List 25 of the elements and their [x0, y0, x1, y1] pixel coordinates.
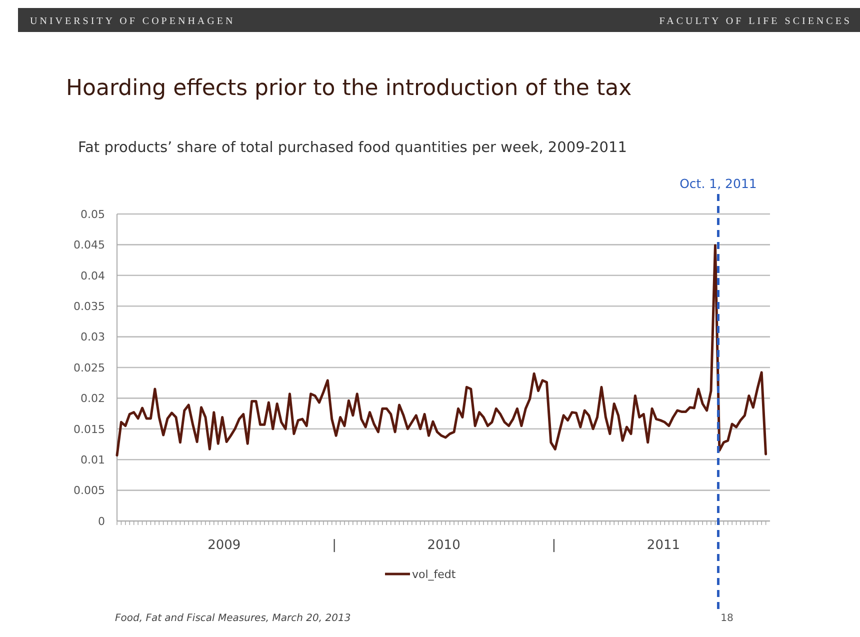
text: FACULTY OF LIFE SCIENCES	[659, 16, 852, 27]
y-tick-label: 0.01	[80, 453, 105, 466]
x-tick-label: |	[332, 538, 336, 553]
y-tick-label: 0.005	[74, 484, 105, 498]
x-tick-label: 2011	[646, 538, 680, 553]
chart-title: Hoarding effects prior to the introduction of the tax	[66, 76, 632, 101]
x-tick-label: 2010	[427, 538, 460, 553]
text: 18	[720, 613, 734, 624]
y-tick-label: 0.015	[74, 422, 105, 436]
legend-label: vol_fedt	[412, 568, 456, 581]
y-tick-label: 0.04	[80, 269, 105, 282]
line-series	[116, 244, 768, 457]
chart-subtitle: Fat products’ share of total purchased food quantities per week, 2009-2011	[78, 140, 627, 156]
y-tick-label: 0.025	[74, 361, 105, 374]
y-tick-label: 0.035	[74, 300, 105, 313]
text: Food, Fat and Fiscal Measures, March 20, 2013	[115, 613, 351, 624]
y-tick-label: 0	[98, 514, 105, 528]
text: UNIVERSITY OF COPENHAGEN	[30, 16, 236, 27]
y-tick-label: 0.045	[74, 238, 105, 252]
y-tick-label: 0.05	[80, 208, 105, 221]
y-tick-label: 0.03	[80, 330, 105, 344]
ref-line-label: Oct. 1, 2011	[680, 176, 757, 191]
y-tick-label: 0.02	[80, 392, 105, 406]
x-tick-label: |	[552, 538, 556, 553]
x-tick-label: 2009	[208, 538, 241, 553]
